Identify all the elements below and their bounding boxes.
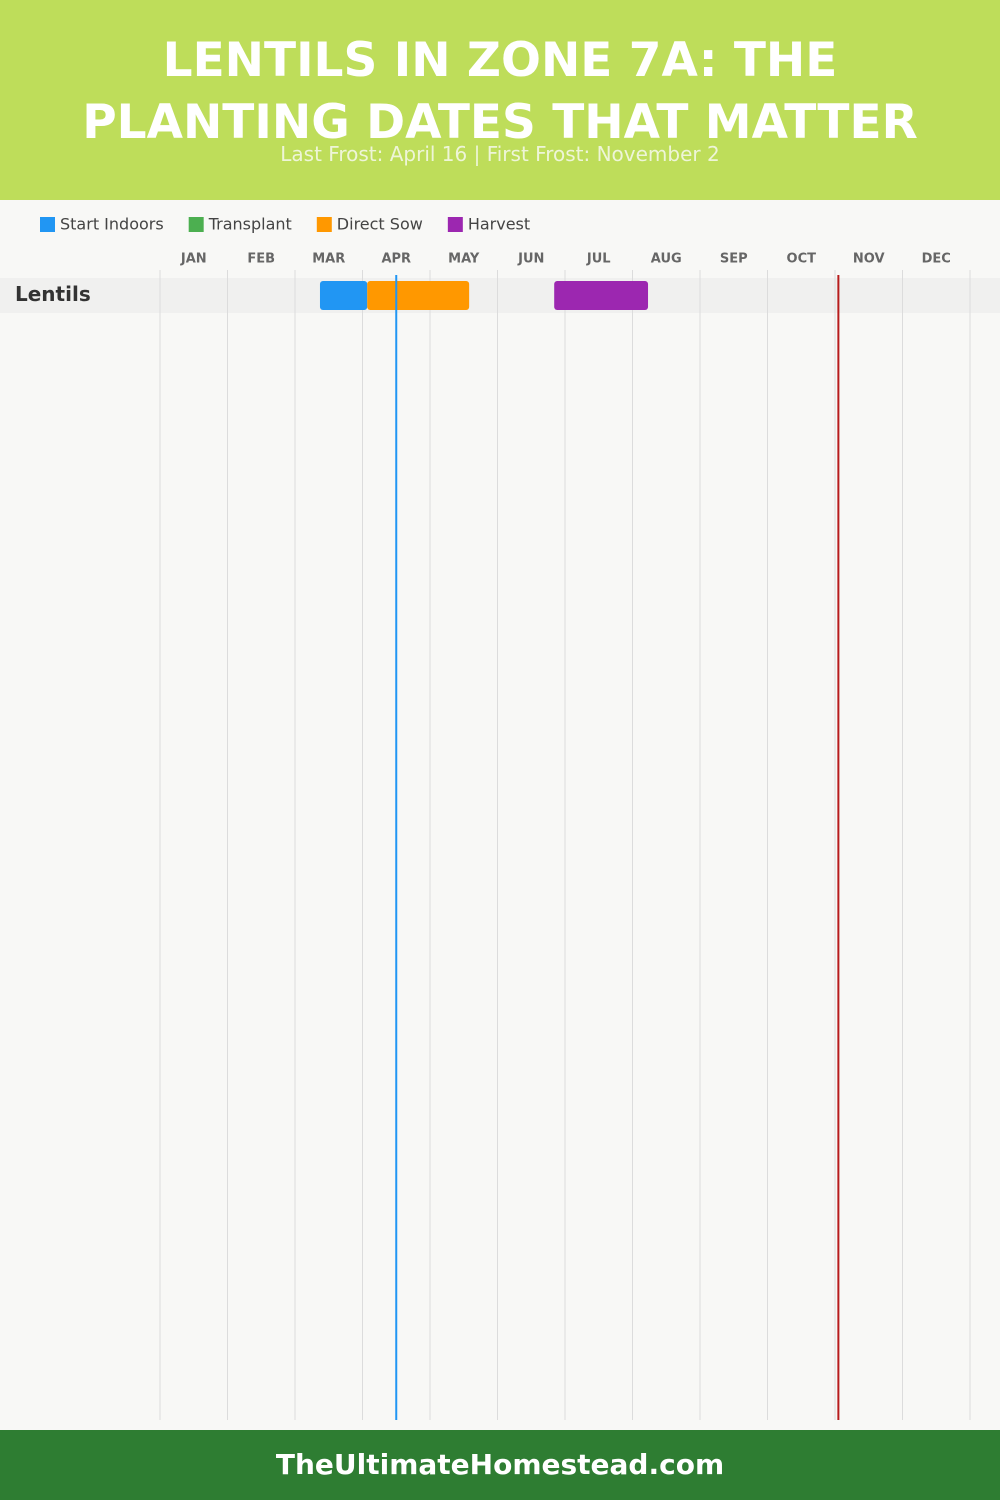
x-tick-label: SEP xyxy=(720,252,748,267)
footer: TheUltimateHomestead.com xyxy=(0,1430,1000,1500)
legend-label: Harvest xyxy=(468,215,530,234)
legend-swatch xyxy=(447,217,463,232)
bar xyxy=(319,281,368,310)
chart-subtitle: Last Frost: April 16 | First Frost: Nove… xyxy=(280,142,720,166)
x-tick-label: JUL xyxy=(586,252,611,267)
bar xyxy=(367,281,470,310)
x-tick-label: JUN xyxy=(517,252,544,267)
x-tick-label: NOV xyxy=(853,252,885,267)
row-band xyxy=(0,278,1000,313)
legend-label: Direct Sow xyxy=(337,215,423,234)
x-tick-label: FEB xyxy=(247,252,275,267)
x-tick-label: AUG xyxy=(651,252,682,267)
legend-swatch xyxy=(40,217,55,232)
legend-label: Start Indoors xyxy=(60,215,164,234)
header: LENTILS IN ZONE 7A: THE PLANTING DATES T… xyxy=(0,0,1000,200)
x-tick-label: MAR xyxy=(312,252,345,267)
x-tick-label: MAY xyxy=(448,252,480,267)
x-tick-label: DEC xyxy=(922,252,951,267)
x-tick-label: APR xyxy=(381,252,411,267)
row-label: Lentils xyxy=(15,282,91,306)
bar xyxy=(554,281,649,310)
x-tick-label: OCT xyxy=(787,252,817,267)
chart: JAN FEB MAR APR MAY JUN JUL AUG SEP OCT NOV DEC Star… xyxy=(0,215,1000,1420)
chart-title: LENTILS IN ZONE 7A: THE PLANTING DATES T… xyxy=(82,33,918,150)
legend-label: Transplant xyxy=(208,215,292,234)
legend-swatch xyxy=(316,217,332,232)
x-tick-label: JAN xyxy=(180,252,207,267)
legend-swatch xyxy=(188,217,204,232)
